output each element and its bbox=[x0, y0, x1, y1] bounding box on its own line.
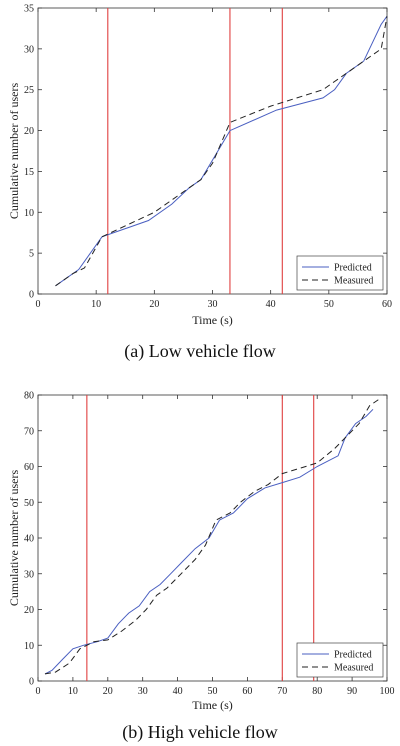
x-tick-label: 50 bbox=[208, 686, 218, 697]
legend-label-predicted: Predicted bbox=[334, 650, 372, 661]
x-tick-label: 20 bbox=[103, 686, 113, 697]
plot-frame bbox=[37, 394, 388, 682]
legend-label-measured: Measured bbox=[334, 663, 373, 674]
legend: Predicted Measured bbox=[296, 642, 384, 678]
y-tick-label: 50 bbox=[24, 498, 34, 509]
y-tick-label: 10 bbox=[24, 208, 34, 219]
y-tick-label: 60 bbox=[24, 462, 34, 473]
series-line-measured bbox=[44, 398, 381, 675]
chart-caption: (b) High vehicle flow bbox=[122, 722, 277, 743]
x-tick-label: 50 bbox=[324, 299, 334, 310]
y-tick-label: 20 bbox=[24, 126, 34, 137]
x-tick-label: 40 bbox=[266, 299, 276, 310]
x-tick-label: 10 bbox=[68, 686, 78, 697]
y-tick-label: 15 bbox=[24, 167, 34, 178]
x-tick-label: 70 bbox=[277, 686, 287, 697]
x-axis-label: Time (s) bbox=[192, 313, 233, 327]
legend: Predicted Measured bbox=[296, 255, 384, 291]
legend-box bbox=[296, 642, 384, 678]
x-tick-label: 0 bbox=[36, 686, 41, 697]
legend-label-predicted: Predicted bbox=[334, 263, 372, 274]
x-tick-label: 80 bbox=[312, 686, 322, 697]
y-tick-label: 40 bbox=[24, 534, 34, 545]
y-tick-label: 5 bbox=[29, 249, 34, 260]
legend-box bbox=[296, 255, 384, 291]
y-tick-label: 0 bbox=[29, 290, 34, 301]
x-tick-label: 90 bbox=[347, 686, 357, 697]
y-axis-label: Cumulative number of users bbox=[7, 83, 21, 220]
series-line-predicted bbox=[44, 408, 374, 675]
y-tick-label: 20 bbox=[24, 605, 34, 616]
series-line-measured bbox=[55, 16, 388, 287]
y-tick-label: 25 bbox=[24, 85, 34, 96]
series-line-predicted bbox=[55, 15, 388, 287]
x-axis-label: Time (s) bbox=[192, 698, 233, 712]
x-tick-label: 60 bbox=[242, 686, 252, 697]
y-tick-label: 80 bbox=[24, 391, 34, 402]
x-tick-label: 40 bbox=[173, 686, 183, 697]
x-tick-label: 30 bbox=[208, 299, 218, 310]
legend-label-measured: Measured bbox=[334, 276, 373, 287]
x-tick-label: 20 bbox=[149, 299, 159, 310]
y-tick-label: 30 bbox=[24, 44, 34, 55]
y-tick-label: 30 bbox=[24, 569, 34, 580]
y-tick-label: 10 bbox=[24, 641, 34, 652]
y-tick-label: 0 bbox=[29, 677, 34, 688]
y-tick-label: 35 bbox=[24, 4, 34, 15]
plot-frame bbox=[37, 7, 388, 295]
chart-b: 0 10 20 30 40 50 60 70 80 90 100 0 10 20 30 40 50 60 70 80 T… bbox=[7, 391, 395, 744]
chart-caption: (a) Low vehicle flow bbox=[124, 341, 275, 362]
y-tick-label: 70 bbox=[24, 426, 34, 437]
x-tick-label: 10 bbox=[91, 299, 101, 310]
chart-a: 0 10 20 30 40 50 60 0 5 10 15 20 25 30 35 Time (s) Cumul… bbox=[7, 4, 392, 363]
y-axis-label: Cumulative number of users bbox=[7, 470, 21, 607]
x-tick-label: 100 bbox=[380, 686, 395, 697]
x-tick-label: 0 bbox=[36, 299, 41, 310]
x-tick-label: 30 bbox=[138, 686, 148, 697]
x-tick-label: 60 bbox=[382, 299, 392, 310]
